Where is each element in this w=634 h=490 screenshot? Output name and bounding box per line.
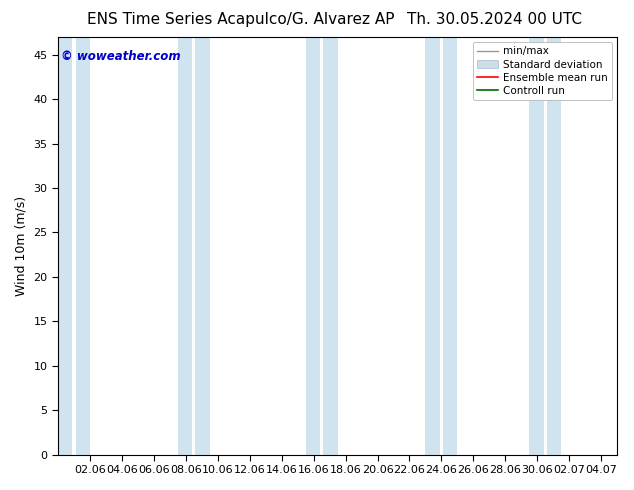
Y-axis label: Wind 10m (m/s): Wind 10m (m/s) — [15, 196, 28, 296]
Bar — [443, 37, 457, 455]
Bar — [75, 37, 90, 455]
Bar — [323, 37, 337, 455]
Bar — [529, 37, 543, 455]
Bar — [547, 37, 561, 455]
Bar — [178, 37, 192, 455]
Text: © woweather.com: © woweather.com — [61, 49, 181, 63]
Bar — [425, 37, 440, 455]
Text: ENS Time Series Acapulco/G. Alvarez AP: ENS Time Series Acapulco/G. Alvarez AP — [87, 12, 395, 27]
Bar — [306, 37, 320, 455]
Bar — [195, 37, 210, 455]
Legend: min/max, Standard deviation, Ensemble mean run, Controll run: min/max, Standard deviation, Ensemble me… — [473, 42, 612, 100]
Bar — [58, 37, 72, 455]
Text: Th. 30.05.2024 00 UTC: Th. 30.05.2024 00 UTC — [407, 12, 582, 27]
